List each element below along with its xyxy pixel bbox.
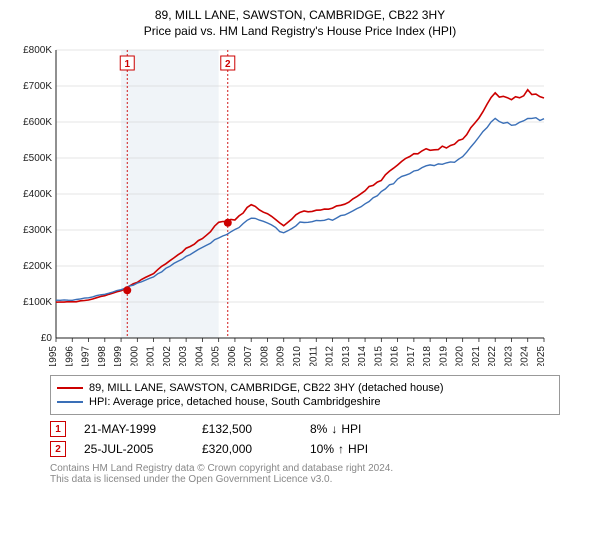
legend-row: 89, MILL LANE, SAWSTON, CAMBRIDGE, CB22 … <box>57 382 553 394</box>
sale-row: 2 25-JUL-2005 £320,000 10% ↑ HPI <box>50 441 560 457</box>
svg-text:1998: 1998 <box>97 346 108 366</box>
price-chart: £0 £100K £200K £300K £400K £500K £600K £700K £80… <box>10 46 550 366</box>
svg-text:2004: 2004 <box>194 346 205 366</box>
svg-text:£0: £0 <box>41 333 53 344</box>
sale-marker: 1 <box>50 421 66 437</box>
chart-container: £0 £100K £200K £300K £400K £500K £600K £700K £80… <box>10 46 590 369</box>
svg-text:2015: 2015 <box>373 346 384 366</box>
legend-row: HPI: Average price, detached house, Sout… <box>57 396 553 408</box>
sales-table: 1 21-MAY-1999 £132,500 8% ↓ HPI 2 25-JUL-2005 £3… <box>50 421 560 457</box>
sale-date: 21-MAY-1999 <box>84 422 184 436</box>
svg-text:2010: 2010 <box>292 346 303 366</box>
svg-text:2007: 2007 <box>243 346 254 366</box>
svg-text:2014: 2014 <box>357 346 368 366</box>
sale-price: £132,500 <box>202 422 292 436</box>
svg-text:2016: 2016 <box>390 346 401 366</box>
page-subtitle: Price paid vs. HM Land Registry's House … <box>8 24 592 38</box>
page-title: 89, MILL LANE, SAWSTON, CAMBRIDGE, CB22 … <box>8 8 592 22</box>
svg-text:2001: 2001 <box>146 346 157 366</box>
svg-text:2012: 2012 <box>325 346 336 366</box>
svg-text:2021: 2021 <box>471 346 482 366</box>
sale-delta: 8% ↓ HPI <box>310 422 361 436</box>
svg-text:1999: 1999 <box>113 346 124 366</box>
svg-text:2: 2 <box>225 59 231 70</box>
sale-delta-suffix: HPI <box>348 442 368 456</box>
svg-text:2020: 2020 <box>455 346 466 366</box>
arrow-down-icon: ↓ <box>331 422 337 436</box>
sale-price: £320,000 <box>202 442 292 456</box>
svg-text:2022: 2022 <box>487 346 498 366</box>
svg-text:£400K: £400K <box>23 189 52 200</box>
sale-marker: 2 <box>50 441 66 457</box>
svg-text:£600K: £600K <box>23 117 52 128</box>
sale-date: 25-JUL-2005 <box>84 442 184 456</box>
svg-text:1996: 1996 <box>64 346 75 366</box>
svg-text:2002: 2002 <box>162 346 173 366</box>
svg-text:2008: 2008 <box>259 346 270 366</box>
svg-text:2005: 2005 <box>211 346 222 366</box>
legend-label: HPI: Average price, detached house, Sout… <box>89 396 380 408</box>
svg-text:2011: 2011 <box>308 346 319 366</box>
svg-text:2024: 2024 <box>520 346 531 366</box>
sale-delta-pct: 10% <box>310 442 334 456</box>
legend-box: 89, MILL LANE, SAWSTON, CAMBRIDGE, CB22 … <box>50 375 560 415</box>
svg-text:2017: 2017 <box>406 346 417 366</box>
svg-text:£500K: £500K <box>23 153 52 164</box>
svg-text:2025: 2025 <box>536 346 547 366</box>
footer-line: This data is licensed under the Open Gov… <box>50 474 560 485</box>
sale-row: 1 21-MAY-1999 £132,500 8% ↓ HPI <box>50 421 560 437</box>
svg-text:2018: 2018 <box>422 346 433 366</box>
footer-attribution: Contains HM Land Registry data © Crown c… <box>50 463 560 485</box>
svg-text:£800K: £800K <box>23 46 52 56</box>
sale-delta-suffix: HPI <box>341 422 361 436</box>
svg-text:2006: 2006 <box>227 346 238 366</box>
svg-text:2009: 2009 <box>276 346 287 366</box>
svg-text:1: 1 <box>124 59 130 70</box>
footer-line: Contains HM Land Registry data © Crown c… <box>50 463 560 474</box>
sale-delta-pct: 8% <box>310 422 327 436</box>
svg-text:2019: 2019 <box>438 346 449 366</box>
svg-text:1995: 1995 <box>48 346 59 366</box>
legend-swatch <box>57 401 83 403</box>
svg-text:2013: 2013 <box>341 346 352 366</box>
sale-delta: 10% ↑ HPI <box>310 442 368 456</box>
legend-label: 89, MILL LANE, SAWSTON, CAMBRIDGE, CB22 … <box>89 382 444 394</box>
svg-text:2003: 2003 <box>178 346 189 366</box>
arrow-up-icon: ↑ <box>338 442 344 456</box>
svg-text:£700K: £700K <box>23 81 52 92</box>
svg-text:£300K: £300K <box>23 225 52 236</box>
svg-text:2023: 2023 <box>503 346 514 366</box>
svg-text:£200K: £200K <box>23 261 52 272</box>
svg-text:1997: 1997 <box>81 346 92 366</box>
svg-text:2000: 2000 <box>129 346 140 366</box>
svg-text:£100K: £100K <box>23 297 52 308</box>
legend-swatch <box>57 387 83 389</box>
